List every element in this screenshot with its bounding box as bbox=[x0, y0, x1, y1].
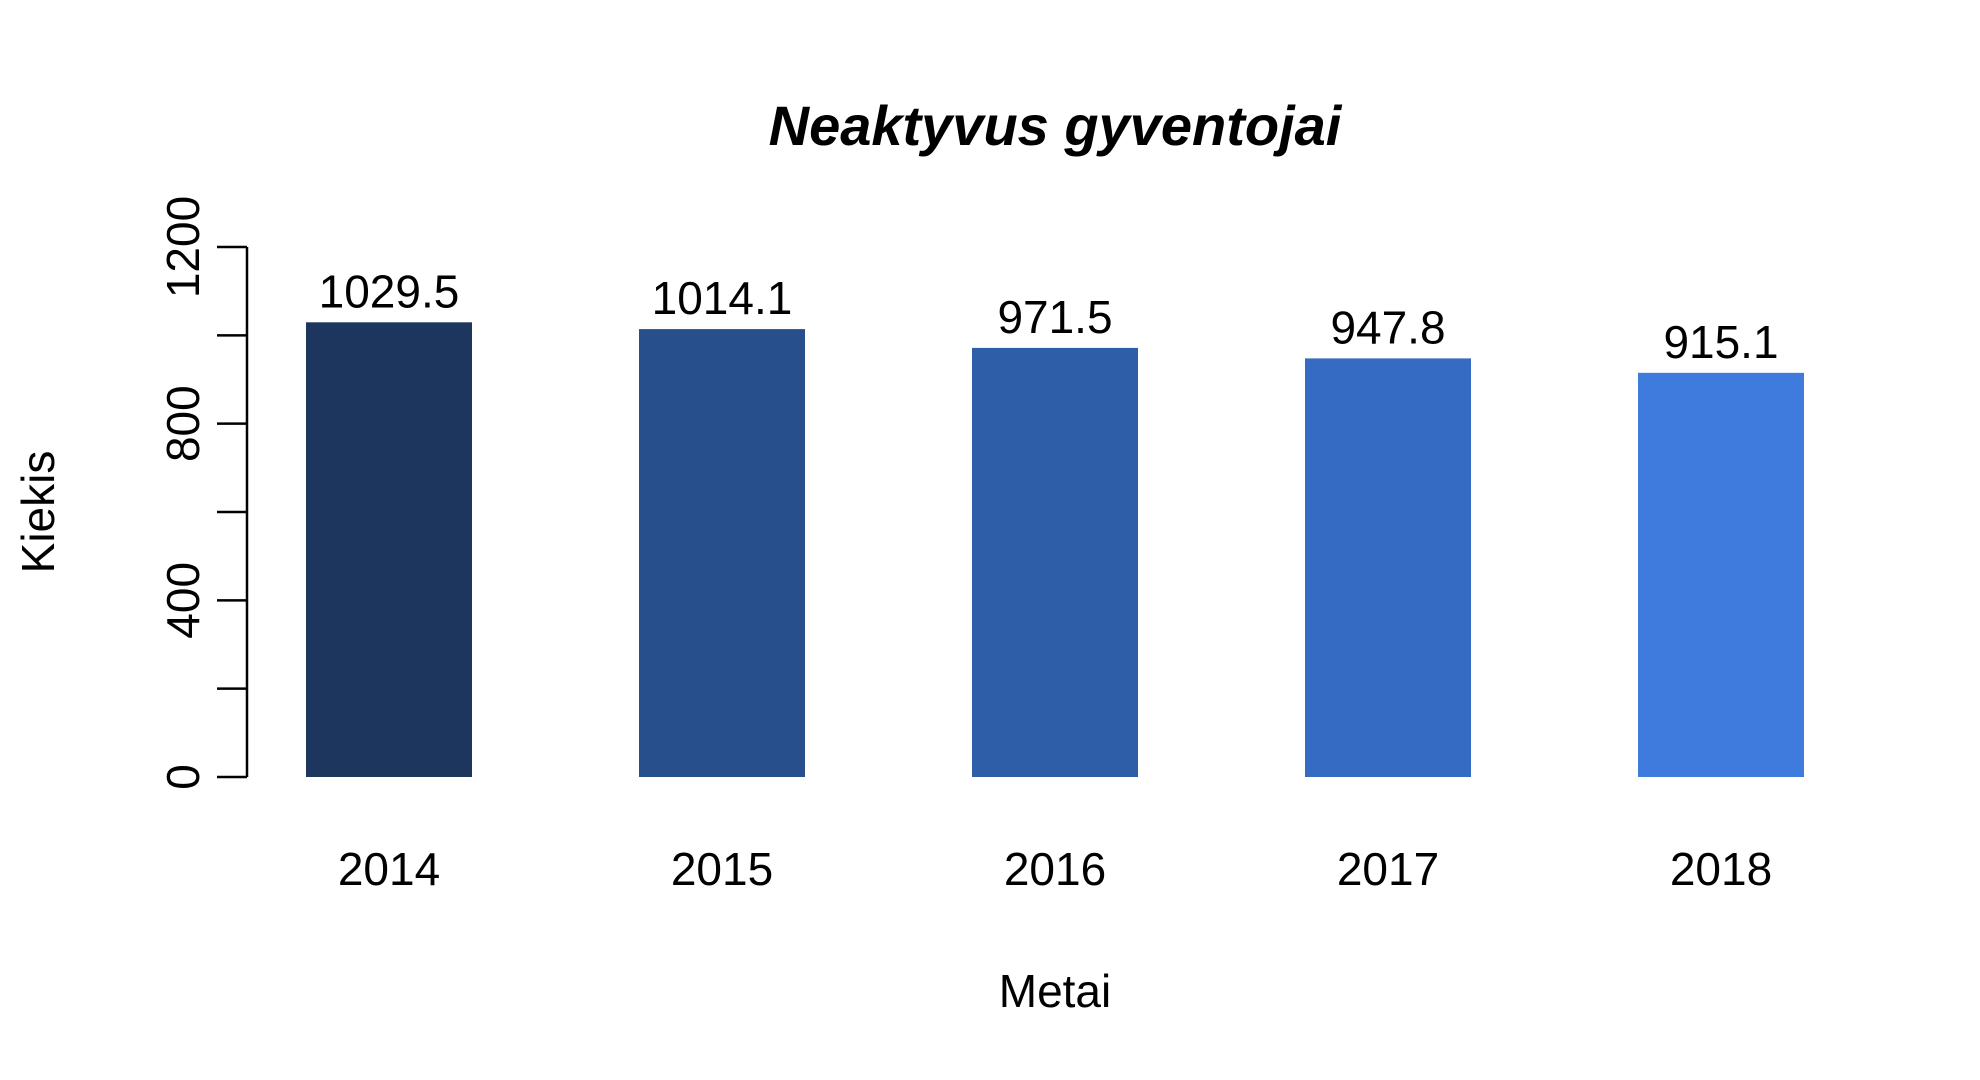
y-tick-label: 800 bbox=[157, 385, 209, 462]
x-tick-label: 2018 bbox=[1670, 843, 1772, 895]
data-label: 971.5 bbox=[997, 291, 1112, 343]
value-labels-group: 1029.5 1014.1 971.5 947.8 915.1 bbox=[319, 265, 1779, 368]
y-tick-label: 400 bbox=[157, 562, 209, 639]
y-axis-label: Kiekis bbox=[12, 451, 64, 574]
chart-title: Neaktyvus gyventojai bbox=[769, 94, 1343, 157]
bars-group bbox=[306, 322, 1804, 777]
bar bbox=[972, 347, 1138, 777]
data-label: 915.1 bbox=[1663, 316, 1778, 368]
data-label: 947.8 bbox=[1330, 301, 1445, 353]
data-label: 1014.1 bbox=[652, 272, 793, 324]
y-axis: 0 400 800 1200 bbox=[157, 196, 249, 790]
y-tick-label: 1200 bbox=[157, 196, 209, 298]
bar bbox=[306, 322, 472, 777]
y-tick-label: 0 bbox=[157, 764, 209, 790]
bar bbox=[639, 329, 805, 777]
x-tick-labels-group: 2014 2015 2016 2017 2018 bbox=[338, 843, 1772, 895]
data-label: 1029.5 bbox=[319, 265, 460, 317]
x-axis-label: Metai bbox=[999, 965, 1111, 1017]
x-tick-label: 2016 bbox=[1004, 843, 1106, 895]
x-tick-label: 2014 bbox=[338, 843, 440, 895]
bar bbox=[1305, 358, 1471, 777]
x-tick-label: 2017 bbox=[1337, 843, 1439, 895]
x-tick-label: 2015 bbox=[671, 843, 773, 895]
bar bbox=[1638, 372, 1804, 777]
